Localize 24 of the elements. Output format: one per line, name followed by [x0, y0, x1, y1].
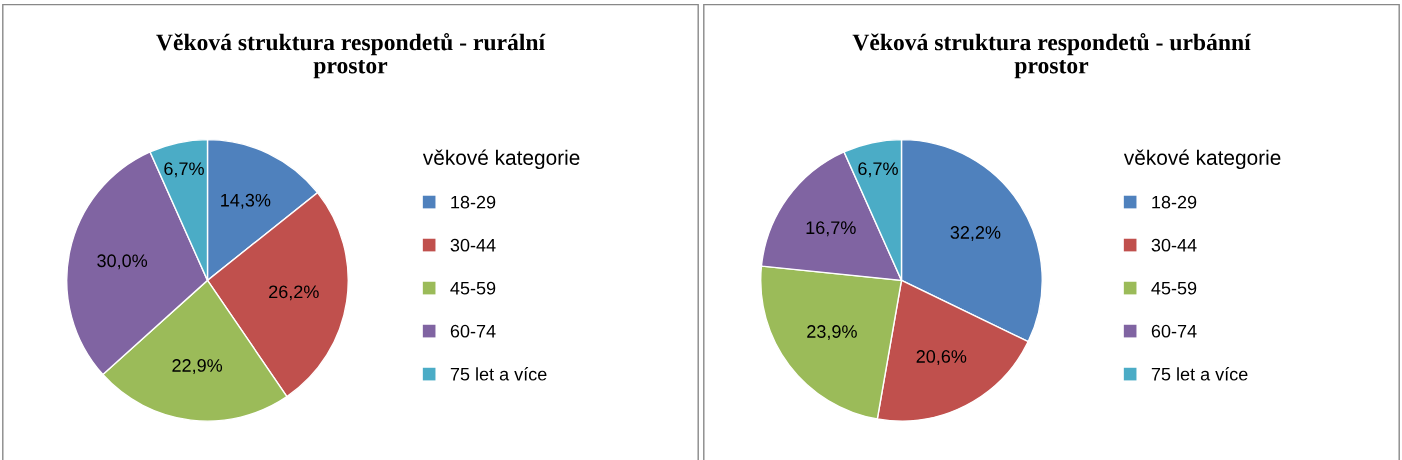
legend-label: 45-59	[1151, 281, 1197, 295]
legend-label: 18-29	[1152, 195, 1197, 209]
data-label: 22,9%	[172, 359, 223, 374]
legend-label: 60-74	[1151, 324, 1197, 338]
legend-title: věkové kategorie	[422, 149, 580, 170]
data-label: 32,2%	[950, 226, 1001, 241]
legend-label: 18-29	[451, 195, 496, 209]
legend-title: věkové kategorie	[1123, 149, 1281, 170]
data-label: 16,7%	[806, 221, 856, 237]
legend-label: 75 let a více	[450, 367, 547, 381]
legend-label: 45-59	[450, 281, 496, 295]
data-label: 30,0%	[97, 254, 148, 270]
legend-label: 30-44	[1151, 238, 1197, 252]
legend-label: 60-74	[450, 324, 496, 338]
data-label: 20,6%	[916, 350, 967, 365]
chart-title: Věková struktura respondetů - urbánní prostor	[852, 33, 1251, 79]
data-label: 23,9%	[807, 325, 857, 341]
chart-title: Věková struktura respondetů - rurální prostor	[156, 33, 546, 79]
legend-label: 75 let a více	[1151, 367, 1248, 381]
data-label: 6,7%	[164, 162, 204, 178]
data-label: 6,7%	[858, 162, 898, 178]
data-label: 26,2%	[269, 285, 319, 301]
legend-label: 30-44	[450, 238, 496, 252]
data-label: 14,3%	[221, 193, 271, 209]
